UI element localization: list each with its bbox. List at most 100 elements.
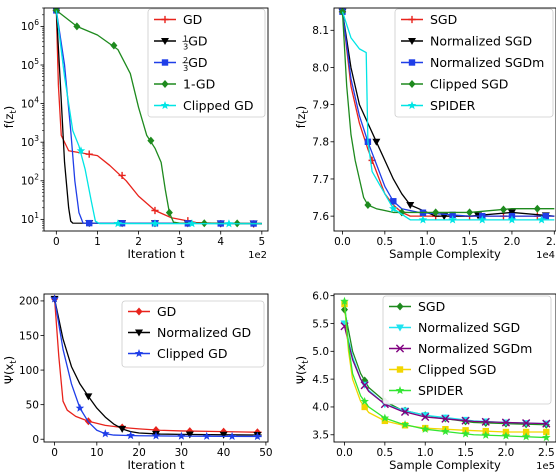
x-axis-label: Iteration t [128, 247, 185, 261]
chart-panel-2: 0.0 0.5 1.0 1.5 2.0 2.5 7.6 7.7 7.8 7.9 8.0 8.1 Samp… [294, 7, 556, 261]
data-point [400, 420, 410, 429]
y-axis-label: f(zt) [294, 106, 311, 128]
y-tick-label: 101 [21, 211, 39, 226]
data-point [84, 393, 93, 401]
series-spider [340, 296, 551, 442]
legend-label: Clipped GD [157, 346, 227, 361]
chart-panel-1: 0 1 2 3 4 5 101 102 103 104 105 106 Iteration t 1e2 f(… [2, 7, 269, 261]
legend-label: Normalized SGDm [430, 55, 544, 70]
x-tick-label: 2.5 [538, 447, 555, 459]
legend: GD Normalized GD Clipped GD [121, 300, 265, 368]
data-point [361, 403, 368, 411]
legend-box [147, 8, 266, 118]
data-point [461, 416, 470, 425]
y-axis-label: Ψ(xt) [2, 356, 19, 384]
x-tick-label: 1.0 [419, 236, 436, 248]
legend-marker [396, 366, 404, 373]
y-tick-label: 5.5 [312, 318, 329, 330]
data-point [481, 430, 491, 439]
legend-marker [161, 15, 169, 24]
data-point [86, 219, 93, 227]
legend-marker [135, 329, 143, 337]
legend-label: GD [183, 12, 202, 27]
x-tick-label: 1 [94, 236, 101, 248]
x-tick-label: 0.0 [334, 236, 351, 248]
legend-marker [160, 101, 170, 110]
series-line [55, 10, 262, 225]
y-axis-label: f(zt) [2, 106, 19, 128]
legend-entry: Normalized SGDm [389, 341, 532, 356]
legend-entry: 2 3GD [154, 55, 208, 73]
legend-marker [395, 386, 405, 395]
x-axis-label: Sample Complexity [389, 247, 501, 261]
x-tick-label: 10 [90, 447, 103, 459]
data-point [147, 136, 155, 145]
y-axis: 3.5 4.0 4.5 5.0 5.5 6.0 [312, 290, 334, 442]
legend-marker [408, 38, 416, 45]
y-tick-label: 106 [21, 18, 39, 33]
data-point [75, 403, 85, 412]
y-tick-label: 6.0 [312, 290, 329, 302]
data-point [390, 198, 397, 205]
data-point [543, 428, 550, 436]
data-point [151, 206, 159, 215]
data-point [478, 215, 487, 224]
legend-label: 2 3GD [183, 55, 208, 73]
legend-marker [396, 302, 404, 311]
y-tick-label: 8.0 [312, 62, 329, 74]
series-line [341, 11, 555, 221]
x-tick-label: 30 [175, 447, 188, 459]
legend-entry: SPIDER [389, 383, 464, 398]
y-tick-label: 7.6 [312, 211, 329, 223]
data-point [118, 171, 126, 180]
data-point [113, 219, 123, 228]
data-point [418, 215, 428, 224]
x-tick-label: 2 [135, 236, 142, 248]
x-tick-label: 0.5 [376, 236, 393, 248]
legend-entry: SGD [389, 299, 445, 314]
legend-marker [134, 349, 144, 358]
x-axis: 0.0 0.5 1.0 1.5 2.0 2.5 [336, 442, 555, 459]
data-point [187, 219, 197, 228]
y-tick-label: 150 [19, 330, 39, 342]
y-tick-label: 8.1 [312, 25, 329, 37]
legend-marker [396, 324, 404, 332]
x-tick-label: 2.0 [498, 447, 515, 459]
legend-label: SPIDER [430, 98, 476, 113]
data-point [380, 413, 390, 422]
legend-entry: Normalized GD [128, 325, 251, 340]
data-point [441, 427, 450, 436]
series-spider [341, 11, 555, 224]
legend-entry: Normalized SGD [401, 34, 532, 49]
x-tick-label: 1.0 [417, 447, 434, 459]
x-axis-label: Iteration t [128, 458, 185, 472]
legend-marker [407, 101, 417, 110]
data-point [253, 431, 262, 441]
data-point [219, 431, 228, 439]
data-point [101, 429, 110, 438]
y-tick-label: 4.5 [312, 374, 329, 386]
plot-frame [43, 293, 269, 443]
y-tick-label: 3.5 [312, 430, 329, 442]
legend-box [382, 295, 552, 405]
x-tick-label: 0.0 [336, 447, 353, 459]
x-tick-label: 1.5 [457, 447, 474, 459]
data-point [50, 294, 59, 303]
data-point [381, 417, 389, 425]
series-line [53, 298, 262, 436]
data-point [501, 431, 511, 440]
series-1-gd [52, 8, 262, 228]
data-point [421, 412, 430, 422]
x-tick-label: 1.5 [461, 236, 478, 248]
legend-marker [135, 307, 143, 316]
data-point [522, 418, 531, 428]
legend-entry: Clipped SGD [401, 77, 508, 92]
y-tick-label: 104 [21, 95, 39, 110]
plot-frame [333, 293, 556, 443]
x-tick-label: 2.5 [546, 236, 556, 248]
legend-entry: GD [128, 304, 176, 319]
chart-panel-3: 0 10 20 30 40 50 0 50 100 150 200 Iteration t Ψ(xt) G… [2, 293, 273, 472]
legend-entry: GD [154, 12, 202, 27]
data-point [118, 425, 127, 433]
y-tick-label: 4.0 [312, 402, 329, 414]
